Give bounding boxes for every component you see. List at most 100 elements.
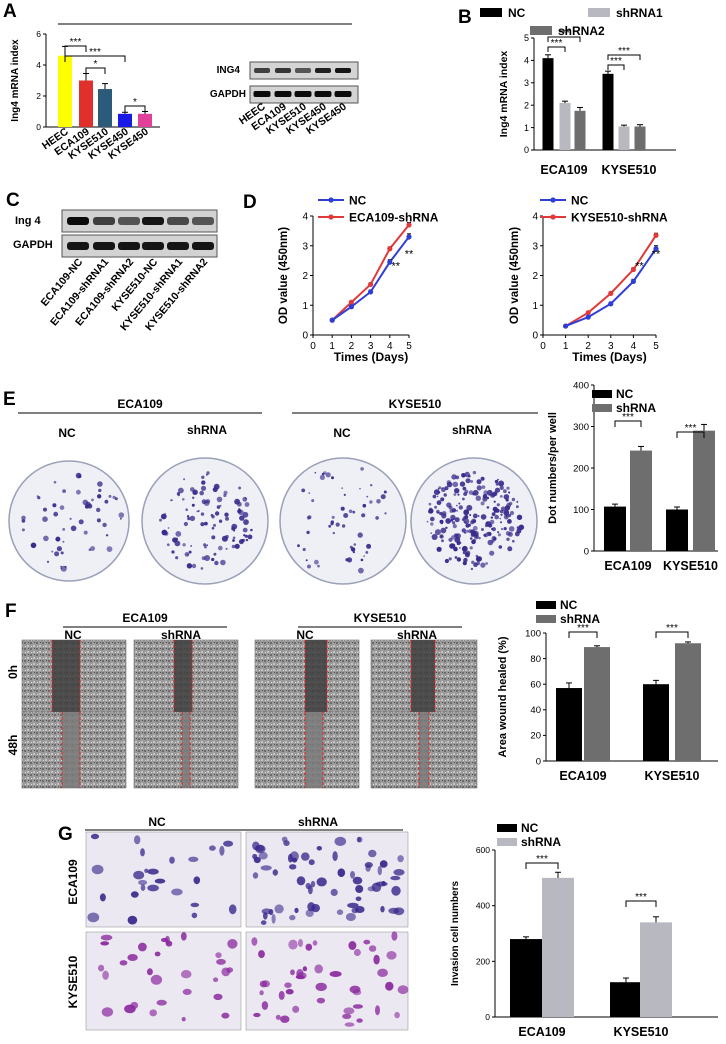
colony-dot	[112, 495, 116, 499]
colony-dot	[245, 538, 249, 542]
panel-label-a: A	[3, 1, 17, 22]
invasion-cell	[274, 904, 284, 914]
colony-dot	[456, 504, 458, 507]
panel-f-wound-images: ECA109 KYSE510 NC shRNA NC shRNA 0h 48h	[6, 611, 478, 789]
panel-a-western-blot: ING4 GAPDH HEECECA109KYSE510KYSE450KYSE4…	[210, 61, 359, 137]
colony-dot	[494, 479, 499, 484]
bar	[666, 509, 688, 551]
colony-dot	[43, 507, 47, 512]
invasion-cell	[334, 836, 347, 847]
colony-dot	[428, 510, 432, 514]
invasion-cell	[213, 977, 219, 982]
colony-dot	[363, 555, 365, 557]
x-axis-label: Times (Days)	[572, 350, 646, 364]
colony-dot	[470, 567, 474, 571]
series-line	[331, 236, 410, 321]
colony-dot	[331, 476, 334, 480]
colony-dot	[360, 558, 364, 562]
colony-dot	[459, 547, 461, 549]
colony-dot	[464, 531, 467, 534]
colony-dot	[225, 516, 229, 521]
x-tick-label: 2	[585, 341, 591, 352]
blot-band	[142, 242, 164, 250]
invasion-cell	[296, 876, 306, 886]
significance-label: ***	[89, 47, 101, 58]
wound-gap	[52, 640, 80, 712]
bar	[542, 877, 574, 1017]
colony-dot	[172, 537, 178, 543]
y-tick-label: 2	[302, 271, 308, 282]
colony-dot	[231, 544, 236, 549]
colony-plate	[8, 460, 130, 582]
invasion-cell	[226, 967, 234, 973]
bar	[118, 113, 132, 127]
invasion-cell	[336, 909, 344, 915]
colony-dot	[171, 499, 173, 501]
y-axis-label: OD value (450nm)	[278, 227, 290, 324]
invasion-cell	[144, 868, 149, 873]
colony-dot	[225, 534, 229, 539]
colony-dot	[206, 544, 209, 547]
plate-label-shrna: shRNA	[187, 423, 227, 437]
colony-dot	[211, 557, 215, 562]
invasion-cell	[316, 877, 327, 887]
colony-dot	[508, 526, 515, 532]
colony-dot	[244, 534, 248, 538]
colony-dot	[497, 531, 500, 534]
colony-dot	[511, 497, 516, 502]
invasion-cell	[298, 939, 303, 947]
blot-band	[118, 242, 140, 250]
colony-dot	[21, 528, 25, 532]
colony-dot	[471, 539, 476, 545]
bar	[138, 113, 152, 127]
bar	[542, 58, 554, 150]
colony-dot	[76, 489, 81, 495]
series-line	[565, 234, 657, 327]
legend-marker	[328, 197, 334, 203]
plate-label-shrna: shRNA	[452, 423, 492, 437]
colony-dot	[503, 494, 510, 500]
legend-marker	[550, 214, 556, 220]
colony-dot	[182, 543, 186, 547]
colony-dot	[500, 521, 502, 524]
colony-dot	[346, 557, 353, 563]
invasion-cell	[127, 954, 138, 961]
significance-bracket	[607, 54, 641, 60]
colony-dot	[471, 560, 475, 564]
colony-dot	[90, 546, 95, 551]
plate-group-kyse510: KYSE510	[389, 397, 442, 411]
invasion-cell	[165, 940, 173, 947]
col-label-shrna: shRNA	[161, 628, 201, 642]
series-point	[630, 278, 637, 285]
colony-dot	[171, 550, 175, 554]
y-tick-label: 0	[532, 331, 538, 342]
significance-bracket	[625, 900, 657, 907]
colony-dot	[242, 527, 248, 533]
colony-dot	[450, 543, 456, 549]
colony-dot	[46, 560, 50, 564]
invasion-cell	[261, 1001, 269, 1010]
invasion-cell	[364, 862, 373, 868]
colony-dot	[428, 502, 432, 506]
wound-gap	[305, 640, 327, 712]
colony-dot	[476, 485, 482, 491]
invasion-cell	[259, 990, 264, 996]
significance-bracket	[64, 45, 87, 52]
invasion-cell	[146, 968, 153, 976]
colony-dot	[430, 532, 433, 534]
colony-dot	[186, 563, 193, 569]
y-tick-label: 2	[524, 100, 529, 110]
colony-dot	[454, 517, 460, 523]
invasion-cell	[130, 1001, 139, 1009]
panel-label-f: F	[5, 601, 17, 622]
invasion-cell	[99, 893, 106, 902]
y-tick-label: 3	[532, 241, 538, 252]
panel-label-c: C	[6, 190, 20, 211]
invasion-cell	[301, 852, 310, 861]
wound-gap	[182, 712, 190, 788]
colony-dot	[472, 470, 477, 475]
legend-swatch	[592, 390, 612, 398]
colony-dot	[223, 490, 228, 495]
invasion-cell	[391, 931, 398, 941]
